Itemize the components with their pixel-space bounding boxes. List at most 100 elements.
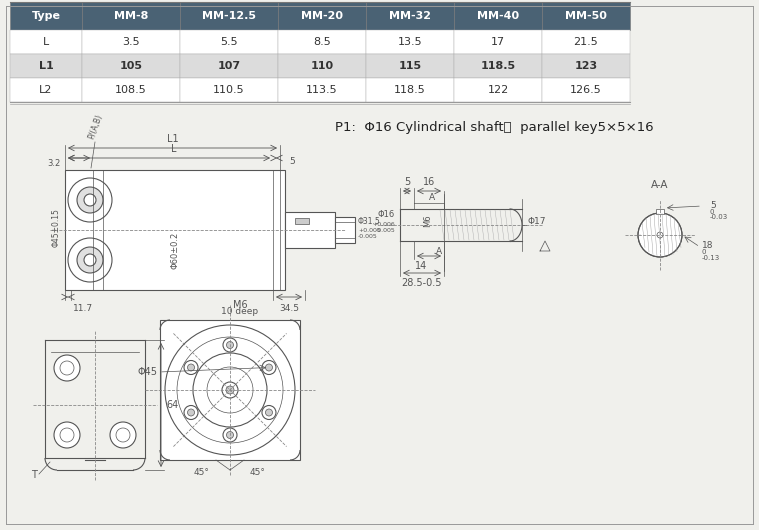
Text: 10 deep: 10 deep [222, 307, 259, 316]
Bar [10, 2, 82, 30]
Bar [656, 209, 664, 214]
Bar [454, 2, 542, 30]
Text: MM-50: MM-50 [565, 11, 607, 21]
Text: L2: L2 [39, 85, 52, 95]
Text: 11.7: 11.7 [73, 304, 93, 313]
Bar [278, 78, 366, 102]
Bar [366, 78, 454, 102]
Text: 5: 5 [289, 157, 294, 166]
Bar [10, 78, 82, 102]
Circle shape [266, 409, 272, 416]
Circle shape [54, 422, 80, 448]
Circle shape [110, 422, 136, 448]
Text: L1: L1 [167, 134, 178, 144]
Text: Φ31.5: Φ31.5 [358, 217, 381, 226]
Text: Φ17: Φ17 [527, 217, 546, 226]
Circle shape [68, 238, 112, 282]
Bar [180, 2, 278, 30]
Text: 13.5: 13.5 [398, 37, 422, 47]
Text: -0.005: -0.005 [358, 234, 378, 238]
Text: 45°: 45° [250, 468, 266, 477]
Circle shape [207, 367, 253, 413]
Text: 5: 5 [404, 177, 410, 187]
Text: 5: 5 [710, 201, 716, 210]
Bar [180, 78, 278, 102]
Text: MM-8: MM-8 [114, 11, 148, 21]
Bar [366, 30, 454, 54]
Text: L1: L1 [39, 61, 53, 71]
Circle shape [226, 431, 234, 438]
Text: A-A: A-A [651, 180, 669, 190]
Text: M6: M6 [424, 215, 433, 227]
Text: 113.5: 113.5 [306, 85, 338, 95]
Bar [65, 170, 285, 290]
Circle shape [193, 353, 267, 427]
Circle shape [657, 232, 663, 238]
Bar [278, 30, 366, 54]
Text: 34.5: 34.5 [279, 304, 299, 313]
Text: 126.5: 126.5 [570, 85, 602, 95]
Bar [454, 30, 542, 54]
Bar [278, 54, 366, 78]
Bar [335, 217, 355, 243]
Text: 14: 14 [415, 261, 427, 271]
Bar [82, 30, 180, 54]
Circle shape [638, 213, 682, 257]
Text: 107: 107 [217, 61, 241, 71]
Text: Φ16: Φ16 [378, 210, 395, 219]
Text: MM-20: MM-20 [301, 11, 343, 21]
Text: Φ60±0.2: Φ60±0.2 [171, 232, 179, 269]
Text: 16: 16 [423, 177, 435, 187]
Text: 21.5: 21.5 [574, 37, 598, 47]
Bar [160, 320, 300, 460]
Text: A: A [429, 192, 435, 201]
Text: MM-40: MM-40 [477, 11, 519, 21]
Bar [10, 30, 82, 54]
Circle shape [54, 355, 80, 381]
Text: 118.5: 118.5 [480, 61, 515, 71]
Bar [366, 2, 454, 30]
Circle shape [68, 178, 112, 222]
Bar [542, 30, 630, 54]
Circle shape [84, 194, 96, 206]
Text: 3.5: 3.5 [122, 37, 140, 47]
Text: -0.03: -0.03 [710, 214, 728, 220]
Circle shape [187, 364, 194, 371]
Text: P1:  Φ16 Cylindrical shaft，  parallel key5×5×16: P1: Φ16 Cylindrical shaft， parallel key5… [335, 120, 653, 134]
Text: M6: M6 [233, 300, 247, 310]
Text: 123: 123 [575, 61, 597, 71]
Text: Φ45: Φ45 [137, 367, 157, 377]
Text: Type: Type [32, 11, 61, 21]
Text: 64: 64 [166, 400, 178, 410]
Bar [542, 54, 630, 78]
Text: MM-12.5: MM-12.5 [202, 11, 256, 21]
Circle shape [184, 360, 198, 375]
Text: 0: 0 [710, 209, 714, 215]
Bar [82, 54, 180, 78]
Text: Φ45±0.15: Φ45±0.15 [52, 209, 61, 248]
Circle shape [187, 409, 194, 416]
Text: 0: 0 [702, 249, 707, 255]
Text: 3.2: 3.2 [48, 160, 61, 169]
Text: L: L [172, 144, 177, 154]
Text: T: T [31, 470, 37, 480]
Circle shape [77, 247, 103, 273]
Text: 105: 105 [119, 61, 143, 71]
Text: +0.006: +0.006 [372, 223, 395, 227]
Circle shape [226, 341, 234, 349]
Bar [454, 78, 542, 102]
Bar [454, 54, 542, 78]
Bar [180, 30, 278, 54]
Circle shape [226, 386, 234, 394]
Bar [82, 78, 180, 102]
Text: 18: 18 [702, 241, 713, 250]
Text: 28.5-0.5: 28.5-0.5 [402, 278, 442, 288]
Circle shape [262, 405, 276, 420]
Circle shape [77, 187, 103, 213]
Bar [366, 54, 454, 78]
Text: 110: 110 [310, 61, 333, 71]
Circle shape [165, 325, 295, 455]
Circle shape [60, 428, 74, 442]
Text: -0.13: -0.13 [702, 255, 720, 261]
Text: -0.005: -0.005 [375, 227, 395, 233]
